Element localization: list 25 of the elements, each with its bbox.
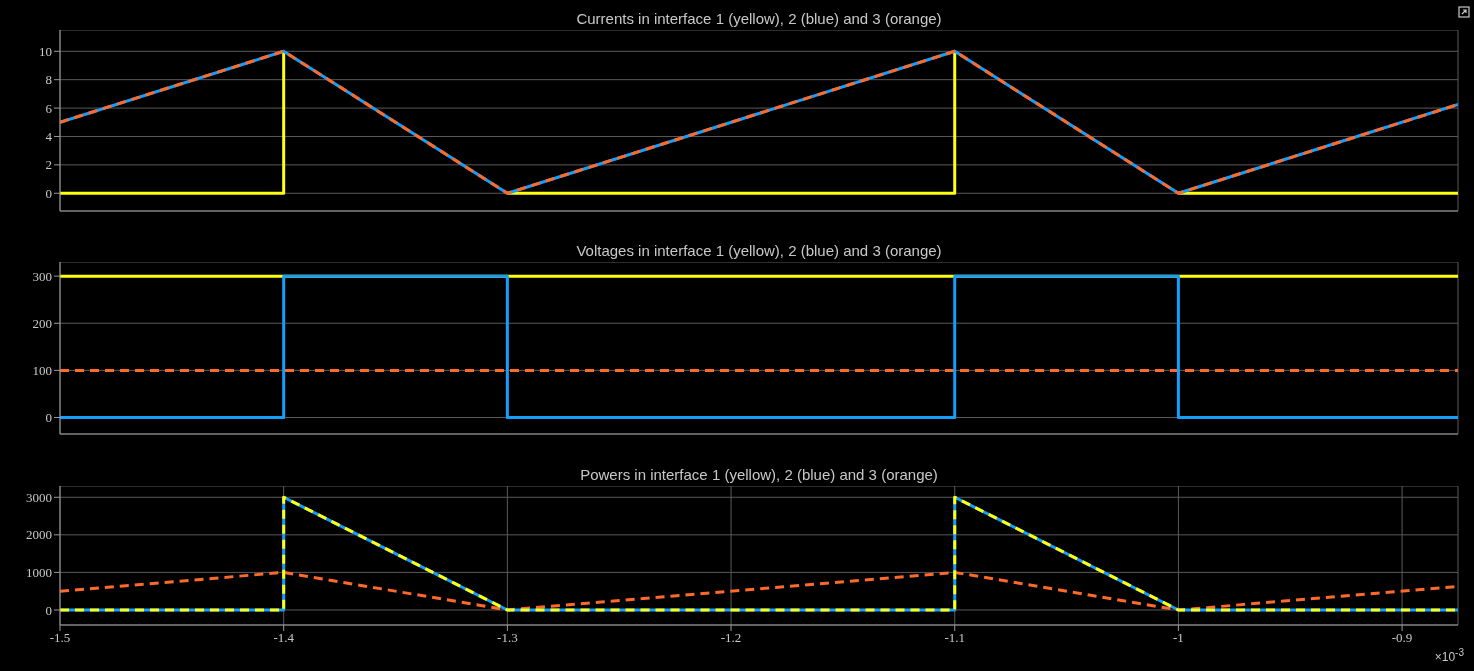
y-tick-label: 100 <box>32 363 52 378</box>
text: ×10$^{-3}$ <box>1434 647 1464 664</box>
y-tick-label: 0 <box>45 410 52 426</box>
y-tick-label: 1000 <box>26 565 52 581</box>
y-tick-label: 10 <box>39 43 52 59</box>
y-tick-label: 0 <box>45 602 52 618</box>
y-tick-label: 4 <box>45 129 53 145</box>
x-tick-label: -1.1 <box>944 630 966 646</box>
x-tick-label: -1 <box>1172 630 1184 646</box>
y-tick-label: 8 <box>45 72 52 88</box>
x-tick-label: -1.5 <box>49 630 71 646</box>
y-tick-label: 3000 <box>26 489 52 505</box>
x-tick-label: -1.4 <box>273 630 295 646</box>
x-tick-label: -0.9 <box>1391 630 1413 646</box>
y-tick-label: 6 <box>45 100 53 116</box>
x-tick-label: -1.2 <box>720 630 742 646</box>
chart-title: Powers in interface 1 (yellow), 2 (blue) and 3 (orange) <box>579 465 939 485</box>
y-tick-label: 2 <box>45 157 52 173</box>
x-tick-label: -1.3 <box>497 630 518 646</box>
chart-title: Currents in interface 1 (yellow), 2 (blue) and 3 (orange) <box>575 9 943 29</box>
y-tick-label: 0 <box>45 185 52 201</box>
chart-title: Voltages in interface 1 (yellow), 2 (blue) and 3 (orange) <box>575 241 943 261</box>
y-tick-label: 200 <box>32 315 52 331</box>
y-tick-label: 300 <box>32 268 52 284</box>
y-tick-label: 2000 <box>26 527 52 543</box>
